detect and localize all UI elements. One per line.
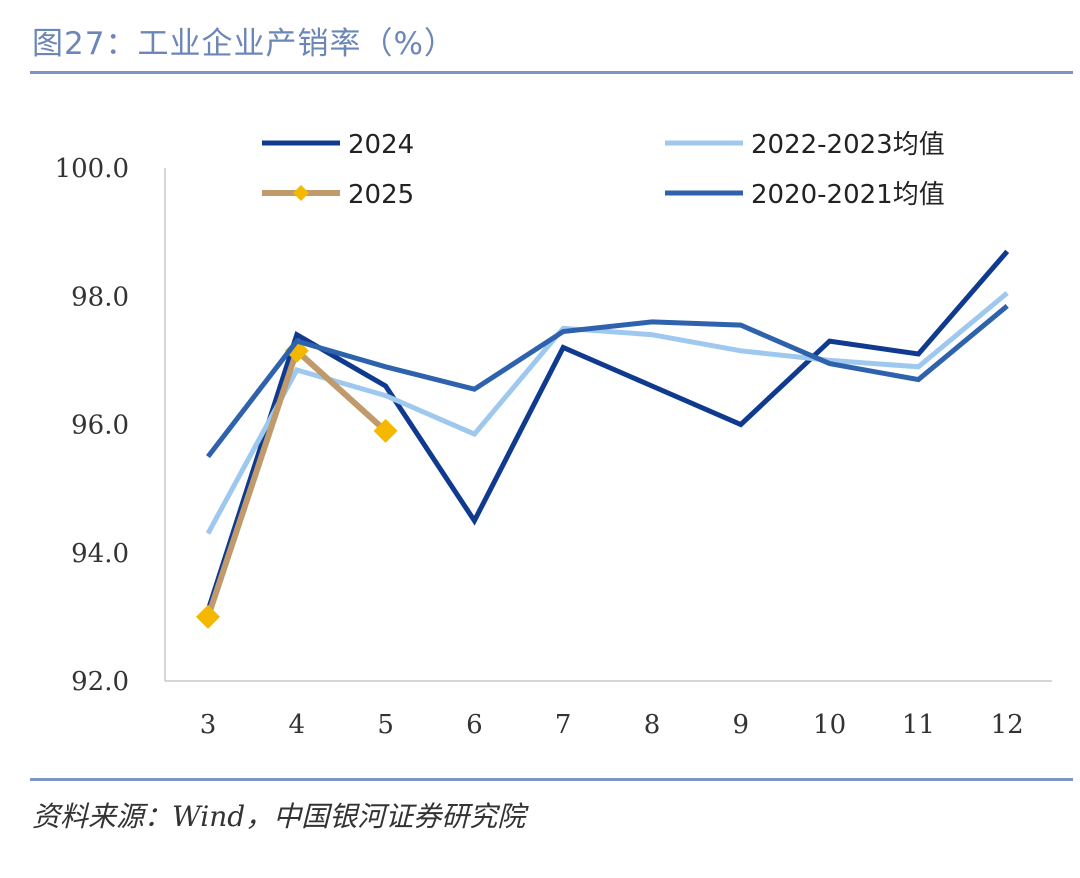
y-tick-label: 100.0 bbox=[55, 154, 129, 184]
series-marker bbox=[196, 604, 220, 629]
x-tick-label: 9 bbox=[733, 710, 750, 740]
top-divider bbox=[30, 71, 1073, 74]
x-tick-label: 8 bbox=[644, 710, 661, 740]
x-tick-label: 4 bbox=[289, 710, 306, 740]
series-line-1 bbox=[205, 291, 1009, 535]
series-line-3 bbox=[206, 303, 1009, 459]
y-tick-label: 98.0 bbox=[71, 282, 129, 312]
x-tick-label: 12 bbox=[991, 710, 1024, 740]
series-marker bbox=[373, 418, 398, 443]
x-tick-label: 6 bbox=[466, 710, 483, 740]
legend: 2024 2022-2023均值 2025 2020-2021均值 bbox=[262, 130, 945, 210]
y-tick-label: 96.0 bbox=[71, 411, 129, 441]
bottom-divider bbox=[30, 778, 1073, 781]
x-tick-label: 3 bbox=[200, 710, 217, 740]
chart-title: 图27：工业企业产销率（%） bbox=[32, 26, 456, 62]
source-note: 资料来源：Wind，中国银河证券研究院 bbox=[32, 800, 526, 833]
x-tick-label: 10 bbox=[813, 710, 846, 740]
legend-label: 2022-2023均值 bbox=[751, 130, 945, 160]
x-tick-label: 11 bbox=[902, 710, 935, 740]
x-tick-label: 5 bbox=[377, 710, 394, 740]
legend-label: 2024 bbox=[348, 130, 414, 160]
series-layer bbox=[196, 249, 1010, 629]
legend-label: 2020-2021均值 bbox=[751, 180, 945, 210]
legend-label: 2025 bbox=[348, 180, 414, 210]
series-line-0 bbox=[205, 249, 1010, 612]
y-tick-label: 92.0 bbox=[71, 667, 129, 697]
legend-marker bbox=[293, 185, 309, 201]
axes: 92.0 94.0 96.0 98.0 100.0 3 4 5 6 7 8 9 10 11 12 bbox=[55, 154, 1052, 740]
x-tick-label: 7 bbox=[555, 710, 572, 740]
y-tick-label: 94.0 bbox=[71, 539, 129, 569]
